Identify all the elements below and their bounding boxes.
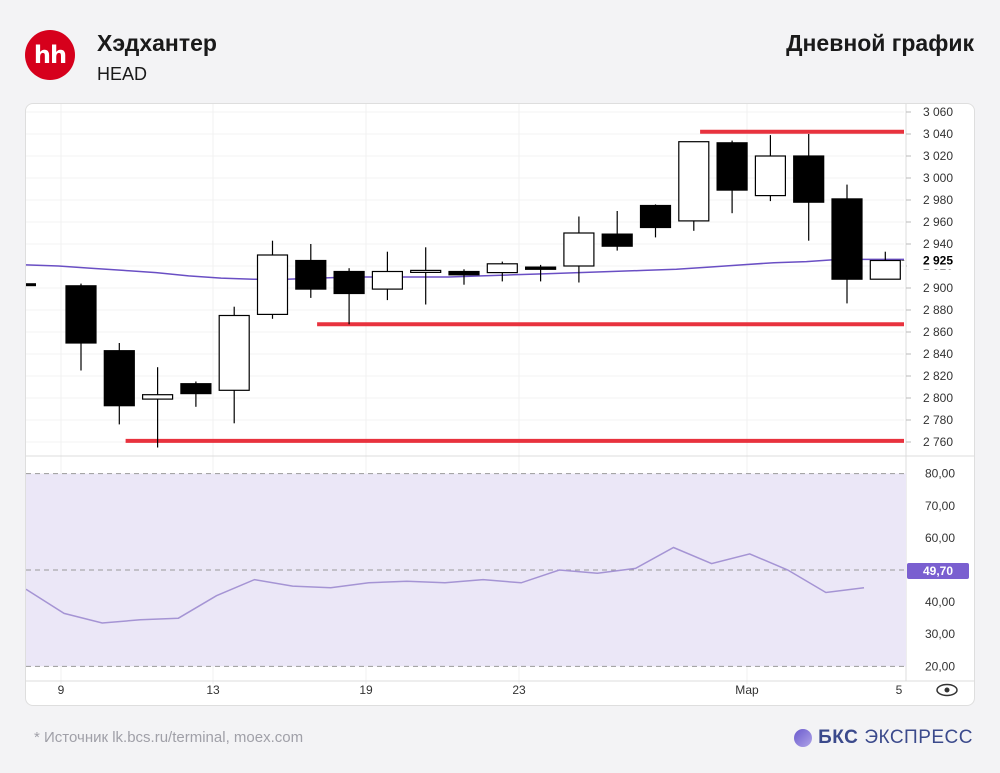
level-lines (125, 129, 904, 443)
logo-text: hh (33, 41, 67, 69)
rsi-tick-label: 30,00 (925, 627, 955, 641)
x-tick-label: 13 (206, 683, 220, 697)
candle-body (65, 285, 97, 344)
candle-body (103, 350, 135, 407)
x-tick-label: Мар (735, 683, 759, 697)
y-tick-label: 2 900 (923, 281, 953, 295)
brand-logo: БКС ЭКСПРЕСС (794, 727, 973, 749)
candle-body (295, 259, 327, 290)
company-name: Хэдхантер (97, 30, 217, 56)
company-logo: hh (25, 30, 75, 80)
candle-body (180, 383, 212, 395)
candle-body (333, 270, 365, 295)
y-tick-label: 2 980 (923, 193, 953, 207)
candle-body (525, 266, 557, 270)
x-tick-label: 5 (896, 683, 903, 697)
candle-body (371, 270, 403, 290)
moving-average-line (26, 258, 904, 280)
x-tick-label: 19 (359, 683, 373, 697)
rsi-tick-label: 20,00 (925, 659, 955, 673)
y-tick-label: 2 820 (923, 369, 953, 383)
moving-average-layer (26, 258, 904, 280)
brand-icon (794, 729, 813, 747)
rsi-tick-label: 70,00 (925, 499, 955, 513)
y-tick-label: 2 780 (923, 413, 953, 427)
candle-body (678, 141, 710, 222)
y-tick-label: 2 940 (923, 237, 953, 251)
rsi-value-label: 49,70 (923, 564, 953, 578)
source-note: * Источник lk.bcs.ru/terminal, moex.com (34, 729, 304, 746)
candle-body (448, 270, 480, 276)
x-tick-label: 9 (58, 683, 65, 697)
last-price-tag (907, 251, 973, 270)
ticker-symbol: HEAD (97, 64, 148, 84)
rsi-layer (26, 546, 865, 624)
eye-icon[interactable] (936, 683, 958, 697)
candle-body (410, 269, 442, 273)
candle-body (601, 233, 633, 247)
rsi-line (26, 546, 865, 624)
rsi-tick-label: 40,00 (925, 595, 955, 609)
brand-rest: ЭКСПРЕСС (864, 727, 973, 748)
y-tick-label: 3 060 (923, 105, 953, 119)
candle-body (563, 232, 595, 267)
y-tick-label: 2 960 (923, 215, 953, 229)
rsi-tick-label: 60,00 (925, 531, 955, 545)
y-tick-label: 2 860 (923, 325, 953, 339)
candle-body (218, 314, 250, 391)
last-price-label: 2 925 (923, 254, 953, 268)
candle-body (639, 204, 672, 229)
candle-body (716, 142, 748, 191)
rsi-value-tag (907, 562, 969, 579)
y-tick-label: 3 040 (923, 127, 953, 141)
rsi-band-layer (26, 473, 906, 667)
chart-type-label: Дневной график (786, 30, 974, 56)
y-tick-label: 2 800 (923, 391, 953, 405)
rsi-tick-label: 80,00 (925, 467, 955, 481)
candle-body (141, 394, 174, 400)
candle-body (486, 263, 518, 274)
y-tick-label: 3 020 (923, 149, 953, 163)
y-tick-label: 2 760 (923, 435, 953, 449)
brand-bold: БКС (818, 727, 859, 748)
grid-layer (26, 104, 974, 684)
y-tick-label: 2 840 (923, 347, 953, 361)
candle-body (831, 198, 863, 280)
x-tick-label: 23 (512, 683, 526, 697)
y-tick-label: 2 880 (923, 303, 953, 317)
candles-layer (26, 134, 906, 448)
candle-body (869, 259, 901, 280)
candle-body (793, 155, 825, 203)
candle-body (754, 155, 787, 197)
candle-body (256, 254, 289, 316)
y-tick-label: 3 000 (923, 171, 953, 185)
